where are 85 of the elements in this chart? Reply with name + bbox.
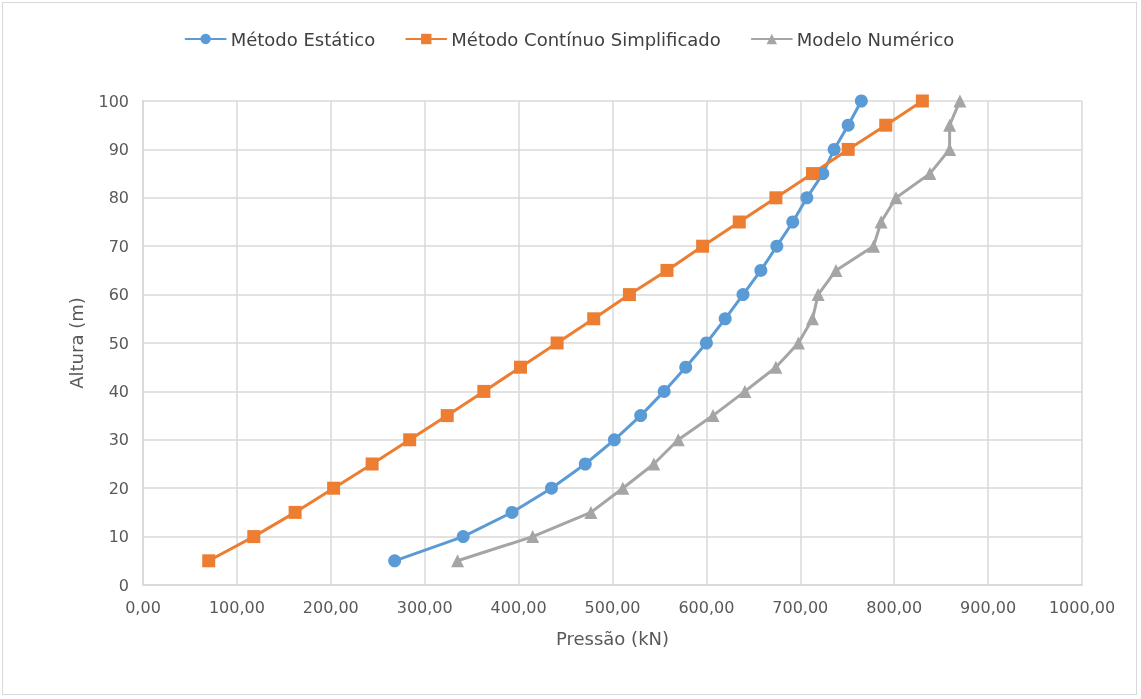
x-tick-label: 1000,00: [1048, 597, 1116, 617]
point: [841, 142, 855, 156]
point: [769, 360, 783, 374]
y-tick-label: 20: [108, 478, 129, 498]
point: [786, 215, 800, 229]
point: [660, 263, 674, 277]
point: [699, 336, 713, 350]
y-tick-label: 100: [98, 91, 129, 111]
point: [679, 360, 693, 374]
x-tick-label: 700,00: [772, 597, 829, 617]
point: [718, 312, 732, 326]
y-axis-title: Altura (m): [65, 297, 87, 389]
point: [791, 336, 805, 350]
point: [806, 312, 820, 326]
point: [388, 554, 402, 568]
point: [738, 384, 752, 398]
point: [854, 94, 868, 108]
point: [403, 433, 417, 447]
point: [736, 288, 750, 302]
point: [769, 191, 783, 205]
point: [440, 409, 454, 423]
legend-label: Método Estático: [230, 28, 376, 50]
point: [829, 263, 843, 277]
x-tick-label: 800,00: [866, 597, 923, 617]
point: [451, 554, 465, 568]
y-tick-label: 90: [108, 139, 129, 159]
y-tick-label: 30: [108, 430, 129, 450]
y-tick-label: 70: [108, 236, 129, 256]
point: [671, 433, 685, 447]
x-tick-label: 500,00: [584, 597, 641, 617]
x-tick-label: 300,00: [396, 597, 453, 617]
point: [953, 94, 967, 108]
point: [915, 94, 929, 108]
point: [544, 481, 558, 495]
point: [477, 384, 491, 398]
point: [696, 239, 710, 253]
y-tick-label: 40: [108, 381, 129, 401]
x-tick-label: 900,00: [960, 597, 1017, 617]
x-tick-label: 0,00: [125, 597, 161, 617]
x-tick-label: 100,00: [208, 597, 265, 617]
point: [505, 505, 519, 519]
point: [288, 505, 302, 519]
point: [202, 554, 216, 568]
point: [247, 530, 261, 544]
point: [647, 457, 661, 471]
y-tick-label: 80: [108, 188, 129, 208]
point: [584, 505, 598, 519]
point: [622, 288, 636, 302]
point: [706, 409, 720, 423]
point: [923, 167, 937, 181]
point: [811, 288, 825, 302]
point: [879, 118, 893, 132]
point: [365, 457, 379, 471]
x-axis-title: Pressão (kN): [555, 627, 670, 649]
point: [754, 263, 768, 277]
y-tick-label: 10: [108, 527, 129, 547]
point: [732, 215, 746, 229]
point: [634, 409, 648, 423]
legend-label: Modelo Numérico: [796, 28, 955, 50]
point: [889, 191, 903, 205]
point: [806, 167, 820, 181]
point: [800, 191, 814, 205]
point: [770, 239, 784, 253]
point: [841, 118, 855, 132]
point: [943, 118, 957, 132]
point: [616, 481, 630, 495]
y-tick-label: 0: [118, 575, 129, 595]
point: [827, 142, 841, 156]
point: [587, 312, 601, 326]
y-tick-label: 60: [108, 285, 129, 305]
point: [657, 384, 671, 398]
point: [874, 215, 888, 229]
x-tick-label: 600,00: [678, 597, 735, 617]
point: [550, 336, 564, 350]
point: [867, 239, 881, 253]
point: [607, 433, 621, 447]
legend-label: Método Contínuo Simplificado: [451, 28, 721, 50]
point: [456, 530, 470, 544]
point: [578, 457, 592, 471]
x-tick-label: 200,00: [302, 597, 359, 617]
point: [327, 481, 341, 495]
y-tick-label: 50: [108, 333, 129, 353]
point: [526, 530, 540, 544]
point: [513, 360, 527, 374]
x-tick-label: 400,00: [490, 597, 547, 617]
